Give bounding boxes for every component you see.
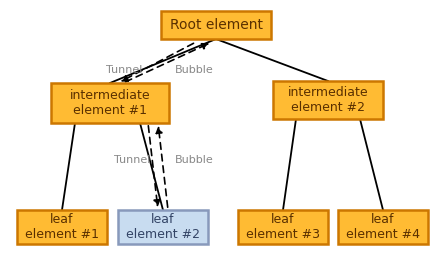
Text: Tunnel: Tunnel — [106, 65, 142, 75]
Text: leaf
element #1: leaf element #1 — [25, 213, 99, 241]
Text: intermediate
element #2: intermediate element #2 — [288, 86, 368, 114]
FancyBboxPatch shape — [118, 210, 208, 244]
FancyBboxPatch shape — [17, 210, 107, 244]
Text: intermediate
element #1: intermediate element #1 — [70, 89, 150, 117]
FancyBboxPatch shape — [51, 83, 169, 123]
FancyBboxPatch shape — [338, 210, 428, 244]
Text: Root element: Root element — [169, 18, 263, 32]
Text: leaf
element #3: leaf element #3 — [246, 213, 320, 241]
FancyBboxPatch shape — [161, 11, 271, 39]
Text: leaf
element #2: leaf element #2 — [126, 213, 200, 241]
FancyBboxPatch shape — [238, 210, 328, 244]
FancyBboxPatch shape — [273, 81, 383, 119]
Text: Bubble: Bubble — [175, 65, 214, 75]
Text: Bubble: Bubble — [175, 155, 214, 165]
Text: leaf
element #4: leaf element #4 — [346, 213, 420, 241]
Text: Tunnel: Tunnel — [114, 155, 150, 165]
